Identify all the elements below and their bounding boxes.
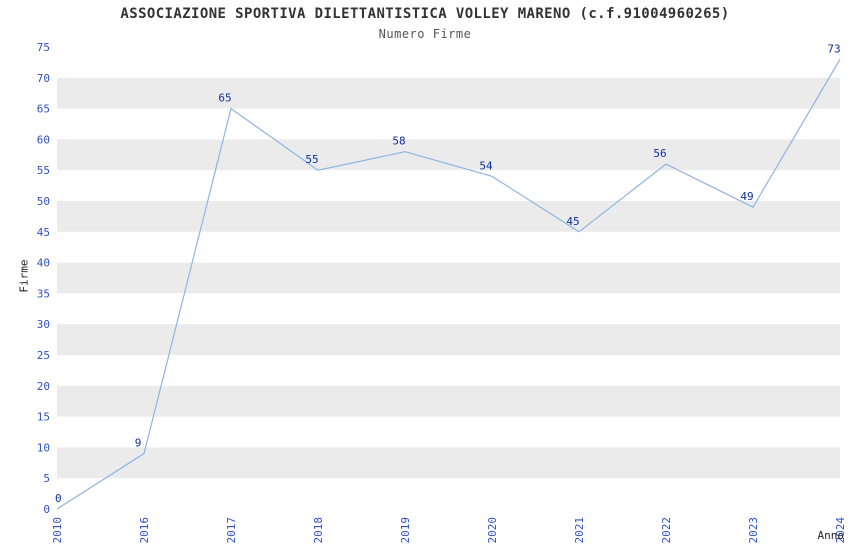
svg-text:2024: 2024 [834, 517, 847, 544]
svg-text:2017: 2017 [225, 517, 238, 544]
svg-text:2021: 2021 [573, 517, 586, 544]
svg-text:15: 15 [37, 411, 50, 424]
x-axis-label: Anno [817, 529, 845, 542]
svg-text:20: 20 [37, 380, 50, 393]
svg-text:5: 5 [43, 472, 50, 485]
svg-text:0: 0 [43, 503, 50, 516]
svg-text:45: 45 [566, 215, 579, 228]
svg-text:2010: 2010 [51, 517, 64, 544]
svg-text:0: 0 [55, 492, 62, 505]
svg-text:25: 25 [37, 349, 50, 362]
svg-text:2018: 2018 [312, 517, 325, 544]
svg-text:55: 55 [305, 153, 318, 166]
svg-text:35: 35 [37, 287, 50, 300]
svg-text:70: 70 [37, 72, 50, 85]
svg-text:2020: 2020 [486, 517, 499, 544]
svg-text:9: 9 [135, 437, 142, 450]
svg-text:2023: 2023 [747, 517, 760, 544]
svg-text:60: 60 [37, 133, 50, 146]
svg-text:2019: 2019 [399, 517, 412, 544]
svg-text:65: 65 [37, 103, 50, 116]
svg-text:30: 30 [37, 318, 50, 331]
svg-text:56: 56 [653, 147, 666, 160]
svg-text:73: 73 [827, 42, 840, 55]
svg-text:45: 45 [37, 226, 50, 239]
svg-text:75: 75 [37, 41, 50, 54]
y-tick-labels: 0 5 10 15 20 25 30 35 40 45 50 55 60 65 70 75 [37, 41, 50, 516]
svg-text:10: 10 [37, 441, 50, 454]
chart-title: ASSOCIAZIONE SPORTIVA DILETTANTISTICA VO… [120, 6, 730, 22]
svg-text:49: 49 [740, 190, 753, 203]
svg-text:50: 50 [37, 195, 50, 208]
svg-text:54: 54 [479, 159, 493, 172]
x-tick-labels: 2010 2016 2017 2018 2019 2020 2021 2022 2023 2024 [51, 517, 847, 544]
point-labels: 0 9 65 55 58 54 45 56 49 73 [55, 42, 841, 505]
data-series-line [56, 59, 841, 510]
svg-text:58: 58 [392, 135, 405, 148]
grid-bands [57, 77, 840, 479]
chart-subtitle: Numero Firme [378, 27, 472, 41]
svg-text:2022: 2022 [660, 517, 673, 544]
svg-text:2016: 2016 [138, 517, 151, 544]
svg-text:40: 40 [37, 257, 50, 270]
svg-text:55: 55 [37, 164, 50, 177]
svg-text:65: 65 [218, 92, 231, 105]
